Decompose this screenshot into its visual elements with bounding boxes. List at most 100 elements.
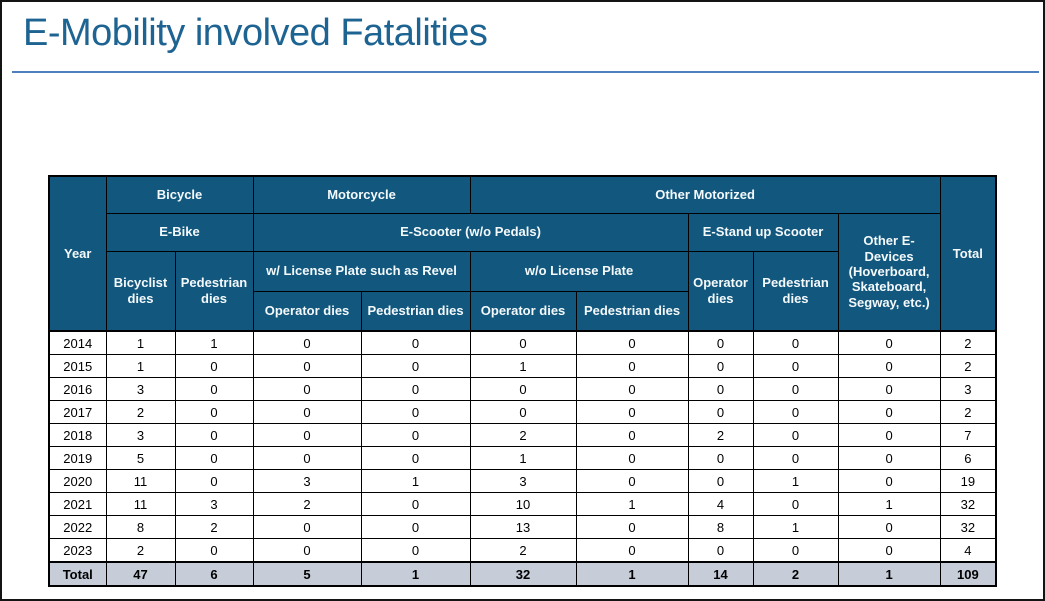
value-cell: 4 [687,492,754,516]
value-cell: 1 [575,492,689,516]
value-cell: 0 [575,354,689,378]
value-cell: 0 [837,330,941,355]
value-cell: 0 [174,377,254,401]
value-cell: 13 [469,515,577,539]
value-cell: 0 [752,492,839,516]
header-wlp-pedestrian-dies: Pedestrian dies [360,290,471,332]
value-cell: 0 [174,469,254,493]
value-cell: 0 [837,469,941,493]
value-cell: 10 [469,492,577,516]
header-row-2: E-Bike E-Scooter (w/o Pedals) E-Stand up… [49,212,996,332]
header-other-e-devices: Other E-Devices (Hoverboard, Skateboard,… [837,212,941,332]
value-cell: 1 [360,561,471,587]
value-cell: 0 [575,515,689,539]
value-cell: 0 [252,330,362,355]
value-cell: 0 [752,377,839,401]
year-cell: 2023 [48,538,107,563]
header-total: Total [939,175,997,332]
row-total-cell: 32 [939,515,997,539]
value-cell: 0 [360,400,471,424]
value-cell: 2 [469,423,577,447]
value-cell: 0 [174,446,254,470]
value-cell: 0 [575,423,689,447]
total-label-cell: Total [48,561,107,587]
value-cell: 0 [575,330,689,355]
value-cell: 0 [837,377,941,401]
table-header: Year Bicycle Motorcycle Other Motorized … [48,175,997,332]
value-cell: 0 [360,423,471,447]
value-cell: 2 [469,538,577,563]
value-cell: 0 [252,515,362,539]
year-cell: 2016 [48,377,107,401]
header-bicyclist-dies: Bicyclist dies [105,250,176,332]
value-cell: 0 [469,377,577,401]
fatalities-table: Year Bicycle Motorcycle Other Motorized … [48,175,998,587]
value-cell: 11 [105,492,176,516]
value-cell: 1 [174,330,254,355]
value-cell: 0 [752,538,839,563]
year-cell: 2020 [48,469,107,493]
value-cell: 0 [687,330,754,355]
value-cell: 0 [252,538,362,563]
title-underline [12,71,1039,73]
value-cell: 2 [105,538,176,563]
header-other-motorized: Other Motorized [469,175,941,214]
value-cell: 0 [174,423,254,447]
value-cell: 0 [252,400,362,424]
row-total-cell: 2 [939,354,997,378]
value-cell: 5 [252,561,362,587]
header-row-4: Operator dies Pedestrian dies Operator d… [49,290,996,332]
table-row: 2019 5 0 0 0 1 0 0 0 0 6 [48,446,997,470]
value-cell: 0 [469,330,577,355]
value-cell: 0 [837,400,941,424]
row-total-cell: 32 [939,492,997,516]
value-cell: 0 [752,400,839,424]
value-cell: 1 [752,469,839,493]
value-cell: 0 [687,446,754,470]
value-cell: 47 [105,561,176,587]
value-cell: 3 [469,469,577,493]
value-cell: 0 [752,446,839,470]
value-cell: 0 [360,446,471,470]
table-body: 2014 1 1 0 0 0 0 0 0 0 2 2015 1 0 0 0 1 0 0 0 0 2 2016 3 0 0 0 0 0 0 0… [48,330,997,587]
value-cell: 0 [469,400,577,424]
header-e-scooter: E-Scooter (w/o Pedals) [252,212,689,252]
value-cell: 0 [575,469,689,493]
year-cell: 2015 [48,354,107,378]
table-row: 2022 8 2 0 0 13 0 8 1 0 32 [48,515,997,539]
value-cell: 0 [360,515,471,539]
value-cell: 1 [469,446,577,470]
value-cell: 0 [575,377,689,401]
value-cell: 1 [752,515,839,539]
value-cell: 2 [174,515,254,539]
row-total-cell: 6 [939,446,997,470]
row-total-cell: 4 [939,538,997,563]
value-cell: 0 [252,377,362,401]
value-cell: 2 [687,423,754,447]
value-cell: 0 [687,538,754,563]
value-cell: 0 [252,423,362,447]
header-year: Year [48,175,107,332]
value-cell: 0 [837,446,941,470]
value-cell: 1 [105,354,176,378]
value-cell: 0 [752,423,839,447]
value-cell: 14 [687,561,754,587]
year-cell: 2014 [48,330,107,355]
header-w-license-plate: w/ License Plate such as Revel [252,250,471,292]
header-e-stand-up-scooter: E-Stand up Scooter [687,212,839,252]
table-row: 2018 3 0 0 0 2 0 2 0 0 7 [48,423,997,447]
row-total-cell: 19 [939,469,997,493]
row-total-cell: 3 [939,377,997,401]
value-cell: 0 [687,377,754,401]
value-cell: 0 [687,354,754,378]
header-wlp-operator-dies: Operator dies [252,290,362,332]
value-cell: 0 [575,446,689,470]
header-wolp-operator-dies: Operator dies [469,290,577,332]
header-estand-pedestrian-dies: Pedestrian dies [752,250,839,332]
header-ebike-pedestrian-dies: Pedestrian dies [174,250,254,332]
table-row: 2020 11 0 3 1 3 0 0 1 0 19 [48,469,997,493]
value-cell: 6 [174,561,254,587]
table-row: 2023 2 0 0 0 2 0 0 0 0 4 [48,538,997,563]
header-bicycle: Bicycle [105,175,254,214]
